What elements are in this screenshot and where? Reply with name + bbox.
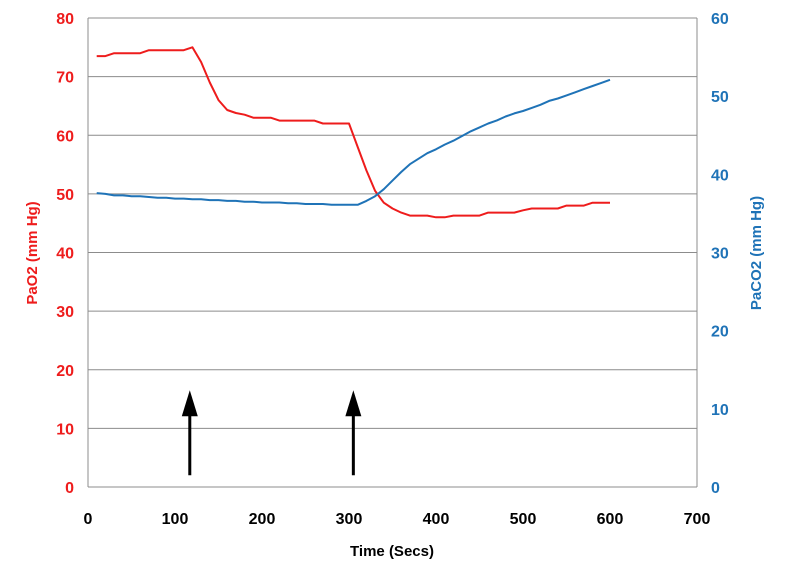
arrow-head (345, 390, 362, 417)
x-tick-label: 300 (336, 511, 363, 528)
right-tick-label: 60 (711, 11, 729, 28)
left-axis-ticks: 0 10 20 30 40 50 60 70 80 (56, 11, 74, 497)
left-tick-label: 10 (56, 421, 74, 438)
right-tick-label: 10 (711, 402, 729, 419)
arrow-head (181, 390, 198, 417)
left-axis-title: PaO2 (mm Hg) (24, 201, 41, 304)
left-tick-label: 50 (56, 187, 74, 204)
right-axis-title: PaCO2 (mm Hg) (748, 196, 765, 310)
x-axis-ticks: 0 100 200 300 400 500 600 700 (84, 511, 711, 528)
x-tick-label: 700 (684, 511, 711, 528)
right-tick-label: 50 (711, 89, 729, 106)
left-tick-label: 20 (56, 363, 74, 380)
series-lines (96, 46, 611, 219)
up-arrow (345, 390, 362, 476)
left-tick-label: 40 (56, 246, 74, 263)
right-axis-ticks: 0 10 20 30 40 50 60 (711, 11, 729, 497)
x-tick-label: 500 (510, 511, 537, 528)
paco2-series-line (96, 78, 611, 206)
left-tick-label: 30 (56, 304, 74, 321)
x-tick-label: 0 (84, 511, 93, 528)
x-axis-title: Time (Secs) (350, 543, 434, 560)
left-tick-label: 70 (56, 70, 74, 87)
up-arrow (181, 390, 198, 476)
right-tick-label: 20 (711, 324, 729, 341)
right-tick-label: 40 (711, 167, 729, 184)
annotation-arrows (181, 390, 362, 476)
left-tick-label: 0 (65, 480, 74, 497)
grid-lines (88, 17, 697, 429)
left-tick-label: 80 (56, 11, 74, 28)
plot-frame (87, 18, 698, 488)
x-tick-label: 600 (597, 511, 624, 528)
left-tick-label: 60 (56, 128, 74, 145)
right-tick-label: 0 (711, 480, 720, 497)
pao2-series-line (96, 46, 610, 219)
x-tick-label: 200 (249, 511, 276, 528)
right-tick-label: 30 (711, 246, 729, 263)
x-tick-label: 100 (162, 511, 189, 528)
x-tick-label: 400 (423, 511, 450, 528)
